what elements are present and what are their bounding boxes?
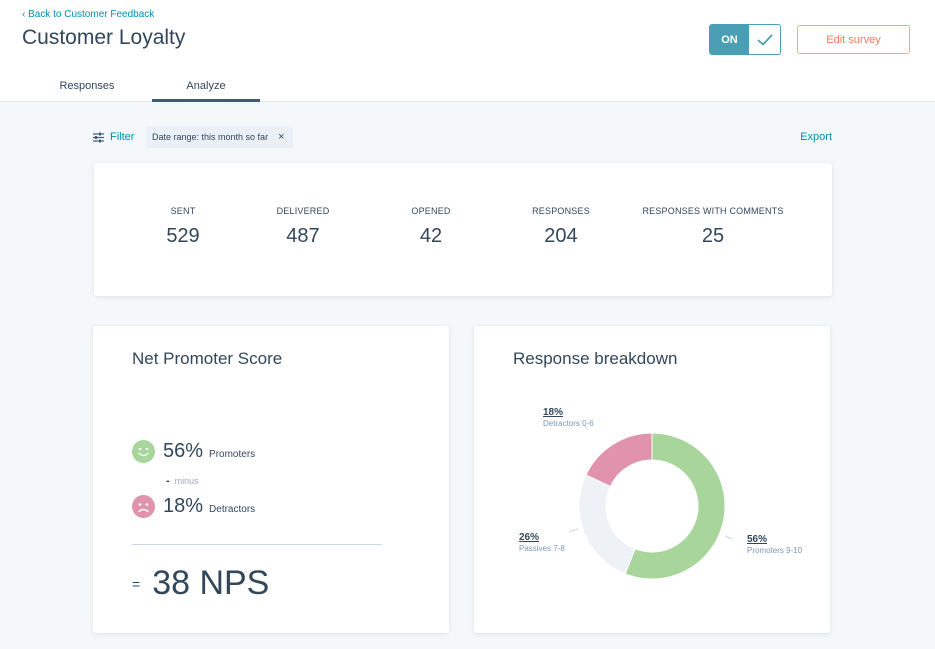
stat-label: RESPONSES	[532, 206, 590, 216]
donut-chart	[568, 424, 733, 580]
smiley-face-icon	[132, 440, 155, 463]
sliders-icon	[93, 132, 104, 142]
minus-symbol: -	[166, 475, 170, 487]
minus-label: minus	[174, 476, 199, 486]
detractors-leader-line	[583, 424, 589, 431]
stat-value: 529	[166, 225, 200, 247]
promoters-slice-label: 56% Promoters 9-10	[747, 534, 802, 555]
promoters-percent: 56%	[163, 440, 204, 462]
stat-value: 204	[544, 225, 578, 247]
filter-label: Filter	[110, 131, 135, 143]
minus-row: - minus	[166, 475, 199, 487]
nps-divider	[132, 544, 382, 545]
filter-button[interactable]: Filter	[93, 126, 134, 148]
nps-score: 38 NPS	[152, 564, 270, 602]
page-title: Customer Loyalty	[22, 26, 186, 49]
slice-name: Detractors 0-6	[543, 419, 594, 428]
stat-opened: OPENED 42	[411, 206, 450, 248]
passives-leader-line	[568, 528, 579, 533]
stat-sent: SENT 529	[166, 206, 199, 248]
back-link-label: Back to Customer Feedback	[28, 9, 155, 20]
nps-card: Net Promoter Score 56% Promoters - minus …	[93, 326, 449, 633]
donut-slice-passives[interactable]	[578, 474, 636, 575]
date-range-chip[interactable]: Date range: this month so far ×	[146, 126, 293, 148]
slice-name: Promoters 9-10	[747, 546, 803, 555]
nps-result: = 38 NPS	[132, 564, 269, 603]
promoters-leader-line	[724, 535, 733, 540]
stat-value: 25	[701, 225, 725, 247]
slice-percent: 18%	[543, 407, 564, 418]
back-link[interactable]: ‹ Back to Customer Feedback	[22, 9, 154, 20]
slice-name: Passives 7-8	[519, 544, 565, 553]
chevron-left-icon: ‹	[22, 9, 29, 20]
slice-percent: 56%	[747, 534, 768, 545]
tab-analyze[interactable]: Analyze	[152, 72, 260, 102]
nps-title: Net Promoter Score	[132, 349, 283, 368]
stat-value: 487	[286, 225, 320, 247]
date-range-label: Date range: this month so far	[152, 132, 269, 142]
edit-survey-button[interactable]: Edit survey	[797, 25, 910, 54]
detractors-label: Detractors	[209, 503, 256, 515]
checkmark-icon	[749, 25, 780, 54]
frown-face-icon	[132, 495, 155, 518]
export-link[interactable]: Export	[800, 131, 832, 143]
response-breakdown-card: Response breakdown 18% Detractors 0-6 26…	[474, 326, 830, 633]
stat-label: SENT	[170, 206, 196, 216]
toggle-on-label: ON	[710, 25, 749, 54]
detractors-percent: 18%	[163, 495, 204, 517]
donut-slice-promoters[interactable]	[624, 432, 726, 580]
donut-slice-detractors[interactable]	[585, 432, 653, 488]
stat-responses: RESPONSES 204	[532, 206, 590, 248]
promoters-row: 56% Promoters	[132, 440, 255, 463]
close-icon[interactable]: ×	[278, 130, 285, 143]
detractors-row: 18% Detractors	[132, 495, 255, 518]
passives-slice-label: 26% Passives 7-8	[519, 532, 565, 553]
tab-responses[interactable]: Responses	[59, 80, 115, 92]
stat-responses-with-comments: RESPONSES WITH COMMENTS 25	[642, 206, 783, 248]
stat-label: DELIVERED	[276, 206, 330, 216]
stat-delivered: DELIVERED 487	[277, 206, 330, 248]
stat-label: RESPONSES WITH COMMENTS	[642, 206, 784, 216]
survey-on-toggle[interactable]: ON	[709, 24, 781, 55]
slice-percent: 26%	[519, 532, 540, 543]
detractors-slice-label: 18% Detractors 0-6	[543, 407, 594, 428]
stats-card: SENT 529 DELIVERED 487 OPENED 42 RESPONS…	[94, 163, 832, 296]
breakdown-title: Response breakdown	[513, 349, 678, 368]
equals-symbol: =	[132, 575, 141, 592]
filter-row: Filter Date range: this month so far × E…	[93, 126, 832, 148]
promoters-label: Promoters	[209, 448, 256, 460]
stat-label: OPENED	[411, 206, 451, 216]
stat-value: 42	[419, 225, 443, 247]
top-bar: ‹ Back to Customer Feedback Customer Loy…	[0, 0, 935, 102]
